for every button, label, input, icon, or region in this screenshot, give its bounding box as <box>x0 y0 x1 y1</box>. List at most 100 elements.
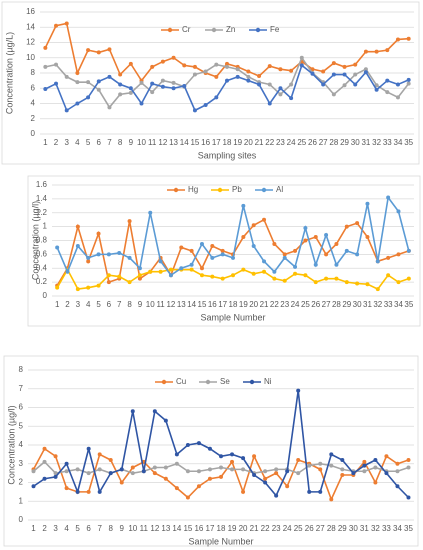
data-point <box>64 108 69 113</box>
data-point <box>54 81 59 86</box>
data-point <box>395 461 400 466</box>
x-tick-label: 12 <box>150 524 159 533</box>
chart: 00.20.40.60.811.21.41.61 2 3 4 5 6 7 8 9 10 11 12 13… <box>27 175 421 327</box>
chart-frame <box>27 175 421 327</box>
data-point <box>344 224 349 229</box>
data-point <box>96 231 101 236</box>
chart-frame <box>3 355 419 547</box>
data-point <box>179 266 184 271</box>
data-point <box>406 465 411 470</box>
data-point <box>182 83 187 88</box>
data-point <box>219 474 223 479</box>
data-point <box>386 195 391 200</box>
data-point <box>395 37 400 42</box>
data-point <box>55 245 60 250</box>
x-tick-label: 4 <box>64 524 69 533</box>
data-point <box>374 87 379 92</box>
y-tick-label: 0 <box>19 515 24 524</box>
y-tick-label: 1 <box>43 222 48 231</box>
x-tick-label: 1 <box>43 138 48 147</box>
data-point <box>262 259 267 264</box>
x-tick-label: 34 <box>394 300 403 309</box>
x-tick-label: 3 <box>53 524 58 533</box>
data-point <box>203 103 208 108</box>
x-tick-label: 26 <box>308 138 317 147</box>
data-point <box>97 467 102 472</box>
data-point <box>65 269 70 274</box>
data-point <box>272 269 277 274</box>
x-tick-label: 13 <box>169 138 178 147</box>
data-point <box>263 476 268 481</box>
data-point <box>182 63 187 68</box>
data-point <box>185 495 190 500</box>
data-point <box>96 87 101 92</box>
data-point <box>230 459 235 464</box>
data-point <box>241 489 246 494</box>
data-point <box>225 61 229 66</box>
data-point <box>220 276 225 281</box>
data-point <box>54 62 59 67</box>
data-point <box>263 480 268 485</box>
x-tick-label: 30 <box>349 524 358 533</box>
data-point <box>179 245 184 250</box>
x-tick-label: 8 <box>118 138 123 147</box>
x-tick-label: 9 <box>138 300 143 309</box>
data-point <box>252 454 257 459</box>
data-point <box>278 86 283 91</box>
data-point <box>241 267 246 272</box>
y-tick-label: 1.4 <box>36 194 48 203</box>
y-tick-label: 2 <box>19 478 24 487</box>
data-point <box>334 262 339 267</box>
data-point <box>331 72 336 77</box>
data-point <box>321 69 326 74</box>
data-point <box>386 255 391 260</box>
data-point <box>86 446 91 451</box>
data-point <box>363 70 368 75</box>
data-point <box>43 64 48 69</box>
data-point <box>168 267 173 272</box>
y-tick-label: 8 <box>31 68 36 77</box>
x-tick-label: 2 <box>42 524 47 533</box>
x-tick-label: 15 <box>198 300 207 309</box>
data-point <box>127 255 132 260</box>
x-tick-label: 11 <box>148 138 157 147</box>
legend-marker <box>173 187 179 193</box>
data-point <box>171 80 176 85</box>
legend-label: Pb <box>232 185 242 194</box>
data-point <box>396 280 401 285</box>
data-point <box>196 469 201 474</box>
data-point <box>257 74 262 79</box>
x-axis-title: Sample Number <box>200 312 265 322</box>
data-point <box>163 418 168 423</box>
data-point <box>344 248 349 253</box>
y-tick-label: 12 <box>26 38 35 47</box>
data-point <box>374 83 379 88</box>
data-point <box>296 458 301 462</box>
x-tick-label: 27 <box>316 524 325 533</box>
x-tick-label: 16 <box>194 524 203 533</box>
data-point <box>220 248 225 253</box>
x-tick-label: 20 <box>249 300 258 309</box>
data-point <box>192 72 197 77</box>
data-point <box>150 90 155 95</box>
data-point <box>207 446 212 451</box>
x-tick-label: 5 <box>96 300 101 309</box>
data-point <box>53 474 58 479</box>
data-point <box>342 83 347 88</box>
x-tick-label: 34 <box>393 524 402 533</box>
x-tick-label: 21 <box>255 138 264 147</box>
data-point <box>293 264 298 269</box>
x-tick-label: 8 <box>108 524 113 533</box>
data-point <box>373 465 378 470</box>
x-tick-label: 21 <box>250 524 259 533</box>
data-point <box>171 86 176 91</box>
x-tick-label: 7 <box>107 138 112 147</box>
x-tick-label: 27 <box>322 300 331 309</box>
legend-marker <box>217 187 223 193</box>
data-point <box>199 273 204 278</box>
x-tick-label: 32 <box>372 138 381 147</box>
x-tick-label: 9 <box>129 138 134 147</box>
data-point <box>365 235 370 240</box>
